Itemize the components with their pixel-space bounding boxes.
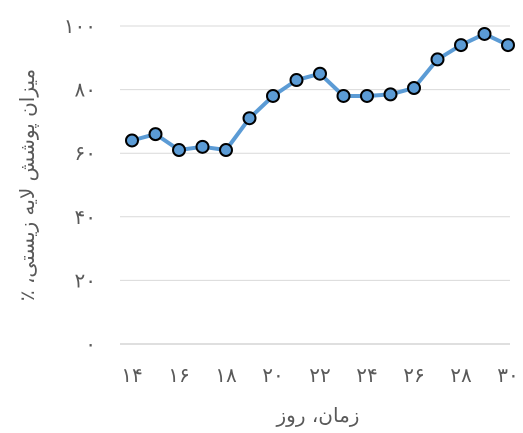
x-tick-label: ۱۴ bbox=[121, 363, 142, 387]
series-group bbox=[125, 26, 515, 158]
data-point bbox=[430, 52, 445, 67]
data-point bbox=[172, 143, 186, 158]
y-tick-label: ۱۰۰ bbox=[64, 14, 96, 38]
x-tick-label: ۲۴ bbox=[356, 363, 377, 387]
x-tick-label: ۲۰ bbox=[262, 363, 283, 387]
data-point bbox=[266, 88, 280, 103]
data-point bbox=[454, 38, 468, 53]
data-point bbox=[501, 38, 515, 53]
data-point bbox=[360, 88, 374, 103]
data-point bbox=[336, 88, 351, 103]
x-tick-label: ۲۲ bbox=[309, 363, 330, 387]
data-point bbox=[407, 81, 421, 96]
y-axis-tick-labels: ۰ ۲۰ ۴۰ ۶۰ ۸۰ ۱۰۰ bbox=[64, 14, 96, 356]
x-axis-title: زمان، روز bbox=[276, 403, 360, 427]
data-point bbox=[195, 139, 210, 154]
y-tick-label: ۶۰ bbox=[75, 141, 96, 165]
y-tick-label: ۸۰ bbox=[75, 78, 96, 102]
x-tick-label: ۲۸ bbox=[450, 363, 472, 387]
data-point bbox=[148, 127, 163, 142]
data-point bbox=[125, 133, 139, 148]
x-tick-label: ۱۸ bbox=[215, 363, 237, 387]
data-point bbox=[289, 73, 304, 88]
y-tick-label: ۲۰ bbox=[75, 268, 96, 292]
series-line bbox=[130, 31, 510, 152]
data-point bbox=[383, 87, 398, 102]
data-point bbox=[242, 111, 257, 126]
y-axis-title: میزان پوشش لایه زیستی، ٪ bbox=[15, 69, 40, 301]
data-point bbox=[313, 66, 327, 81]
x-tick-label: ۲۶ bbox=[403, 363, 424, 387]
data-point bbox=[477, 26, 492, 41]
y-tick-label: ۴۰ bbox=[75, 205, 96, 229]
y-tick-label: ۰ bbox=[85, 332, 96, 356]
x-axis-tick-labels: ۱۴ ۱۶ ۱۸ ۲۰ ۲۲ ۲۴ ۲۶ ۲۸ ۳۰ bbox=[121, 363, 518, 387]
x-tick-label: ۱۶ bbox=[168, 363, 189, 387]
x-tick-label: ۳۰ bbox=[497, 363, 518, 387]
data-point bbox=[219, 143, 233, 158]
